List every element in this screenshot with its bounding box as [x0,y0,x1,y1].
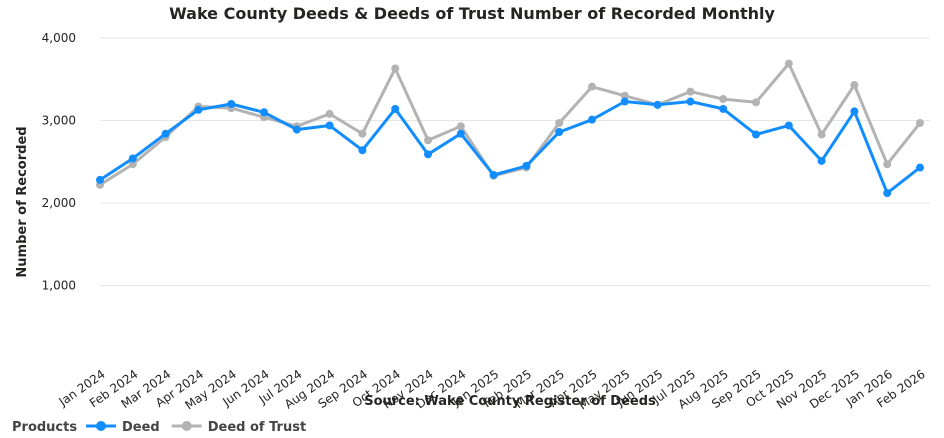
point-deed [752,130,760,139]
point-deed-of-trust [424,136,432,145]
point-deed-of-trust [555,118,564,127]
point-deed [489,170,498,179]
point-deed [588,115,596,124]
point-deed [719,104,728,113]
point-deed-of-trust [456,122,465,131]
point-deed [653,100,662,109]
point-deed-of-trust [784,59,793,68]
point-deed [686,97,695,106]
x-axis-title: Source: Wake County Register of Deeds [364,394,656,409]
legend-item-deed: Deed [86,420,160,435]
point-deed [227,100,236,108]
point-deed [260,108,268,117]
point-deed-of-trust [128,160,137,169]
point-deed [817,156,826,165]
point-deed [850,107,859,116]
point-deed-of-trust [588,82,596,91]
point-deed-of-trust [752,98,760,107]
legend: Products Deed Deed of Trust [12,420,306,435]
y-tick-label: 2,000 [42,196,76,210]
series-lines [96,59,924,198]
legend-label: Deed of Trust [208,420,306,435]
point-deed [883,189,892,198]
y-axis-ticks: 1,000 2,000 3,000 4,000 [42,31,76,293]
legend-marker [96,421,106,431]
point-deed-of-trust [883,160,892,169]
point-deed [424,150,432,159]
point-deed [161,129,170,138]
point-deed [391,104,400,113]
point-deed [620,97,629,106]
line-deed-of-trust [98,62,922,187]
y-tick-label: 4,000 [42,31,76,45]
point-deed [128,154,137,163]
point-deed [96,175,104,184]
point-deed-of-trust [358,129,367,138]
point-deed-of-trust [686,87,695,96]
point-deed-of-trust [391,64,400,73]
point-deed [916,163,924,172]
point-deed [555,128,564,137]
point-deed-of-trust [620,91,629,100]
point-deed [325,121,334,130]
series-deed [96,97,924,198]
point-deed [292,125,301,134]
y-axis-title: Number of Recorded [15,126,30,277]
point-deed-of-trust [850,81,859,90]
point-deed-of-trust [719,95,728,104]
line-deed [98,100,922,195]
gridlines [100,37,930,286]
legend-label: Deed [122,420,160,435]
point-deed [456,129,465,138]
y-tick-label: 3,000 [42,114,76,128]
point-deed [194,105,203,114]
chart-title: Wake County Deeds & Deeds of Trust Numbe… [169,4,775,23]
point-deed-of-trust [916,118,924,127]
point-deed-of-trust [325,109,334,118]
point-deed-of-trust [817,130,826,139]
legend-title: Products [12,420,77,435]
legend-item-deed-of-trust: Deed of Trust [171,420,306,435]
legend-marker [181,421,192,431]
point-deed [522,161,531,170]
point-deed [784,121,793,130]
y-tick-label: 1,000 [42,279,76,293]
point-deed [358,146,367,155]
